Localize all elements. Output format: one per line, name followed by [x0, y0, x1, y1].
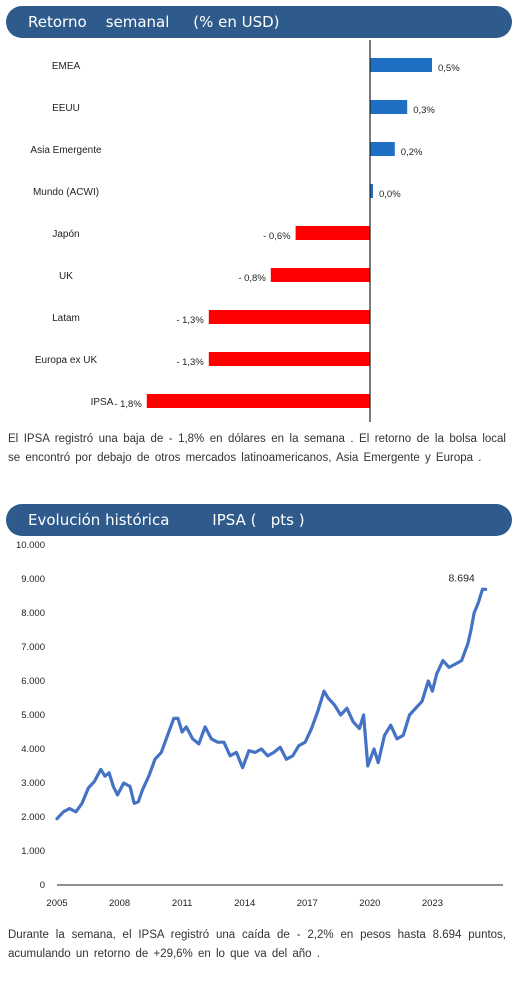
- bar-value-label: 0,2%: [401, 147, 423, 158]
- bar-mark: [208, 310, 370, 324]
- y-tick-label: 8.000: [21, 608, 45, 619]
- history-commentary: Durante la semana, el IPSA registró una …: [8, 929, 506, 960]
- x-tick-label: 2014: [234, 898, 255, 909]
- weekly-return-title: Retorno semanal (% en USD): [28, 13, 280, 31]
- bar-category-label: EMEA: [52, 61, 81, 72]
- bar-mark: [370, 142, 395, 156]
- bar-category-label: Mundo (ACWI): [33, 187, 99, 198]
- ipsa-history-title: Evolución histórica IPSA ( pts ): [28, 511, 305, 529]
- y-tick-label: 9.000: [21, 574, 45, 585]
- y-tick-label: 4.000: [21, 744, 45, 755]
- weekly-return-banner: Retorno semanal (% en USD): [6, 6, 512, 38]
- ipsa-series-line: [55, 587, 488, 821]
- bar-value-label: - 1,3%: [176, 357, 204, 368]
- x-tick-label: 2017: [297, 898, 318, 909]
- ipsa-last-value-label: 8.694: [448, 572, 474, 584]
- x-tick-label: 2023: [422, 898, 443, 909]
- bar-mark: [370, 184, 373, 198]
- bar-category-label: Latam: [52, 313, 80, 324]
- x-tick-label: 2008: [109, 898, 130, 909]
- ipsa-history-line-chart: 0 1.000 2.000 3.000 4.000 5.000 6.000 7.000 8.00…: [16, 540, 503, 909]
- x-tick-label: 2020: [359, 898, 380, 909]
- bar-mark: [208, 352, 370, 366]
- bar-value-label: 0,5%: [438, 63, 460, 74]
- bar-category-label: UK: [59, 271, 73, 282]
- bar-value-label: 0,3%: [413, 105, 435, 116]
- bar-value-label: - 1,8%: [114, 399, 142, 410]
- x-tick-label: 2011: [172, 898, 192, 909]
- y-tick-label: 2.000: [21, 812, 45, 823]
- weekly-return-bar-chart: EMEA EEUU Asia Emergente Mundo (ACWI) Japón U…: [30, 40, 460, 422]
- bar-category-label: EEUU: [52, 103, 80, 114]
- y-tick-label: 6.000: [21, 676, 45, 687]
- bar-category-label: Japón: [52, 229, 79, 240]
- y-tick-label: 5.000: [21, 710, 45, 721]
- weekly-commentary: El IPSA registró una baja de - 1,8% en d…: [8, 433, 506, 464]
- bar-mark: [270, 268, 370, 282]
- bar-mark: [370, 58, 432, 72]
- bar-category-label: Asia Emergente: [30, 145, 102, 156]
- bar-mark: [370, 100, 408, 114]
- bar-category-label: Europa ex UK: [35, 355, 98, 366]
- y-tick-label: 0: [40, 880, 45, 891]
- bar-value-label: - 1,3%: [176, 315, 204, 326]
- y-tick-label: 10.000: [16, 540, 45, 551]
- bar-value-label: - 0,8%: [238, 273, 266, 284]
- bar-value-label: - 0,6%: [263, 231, 291, 242]
- bar-mark: [295, 226, 370, 240]
- bar-mark: [146, 394, 370, 408]
- y-tick-label: 1.000: [21, 846, 45, 857]
- x-tick-label: 2005: [46, 898, 67, 909]
- ipsa-history-banner: Evolución histórica IPSA ( pts ): [6, 504, 512, 536]
- bar-value-label: 0,0%: [379, 189, 401, 200]
- y-tick-label: 3.000: [21, 778, 45, 789]
- bar-category-label: IPSA: [91, 397, 114, 408]
- y-tick-label: 7.000: [21, 642, 45, 653]
